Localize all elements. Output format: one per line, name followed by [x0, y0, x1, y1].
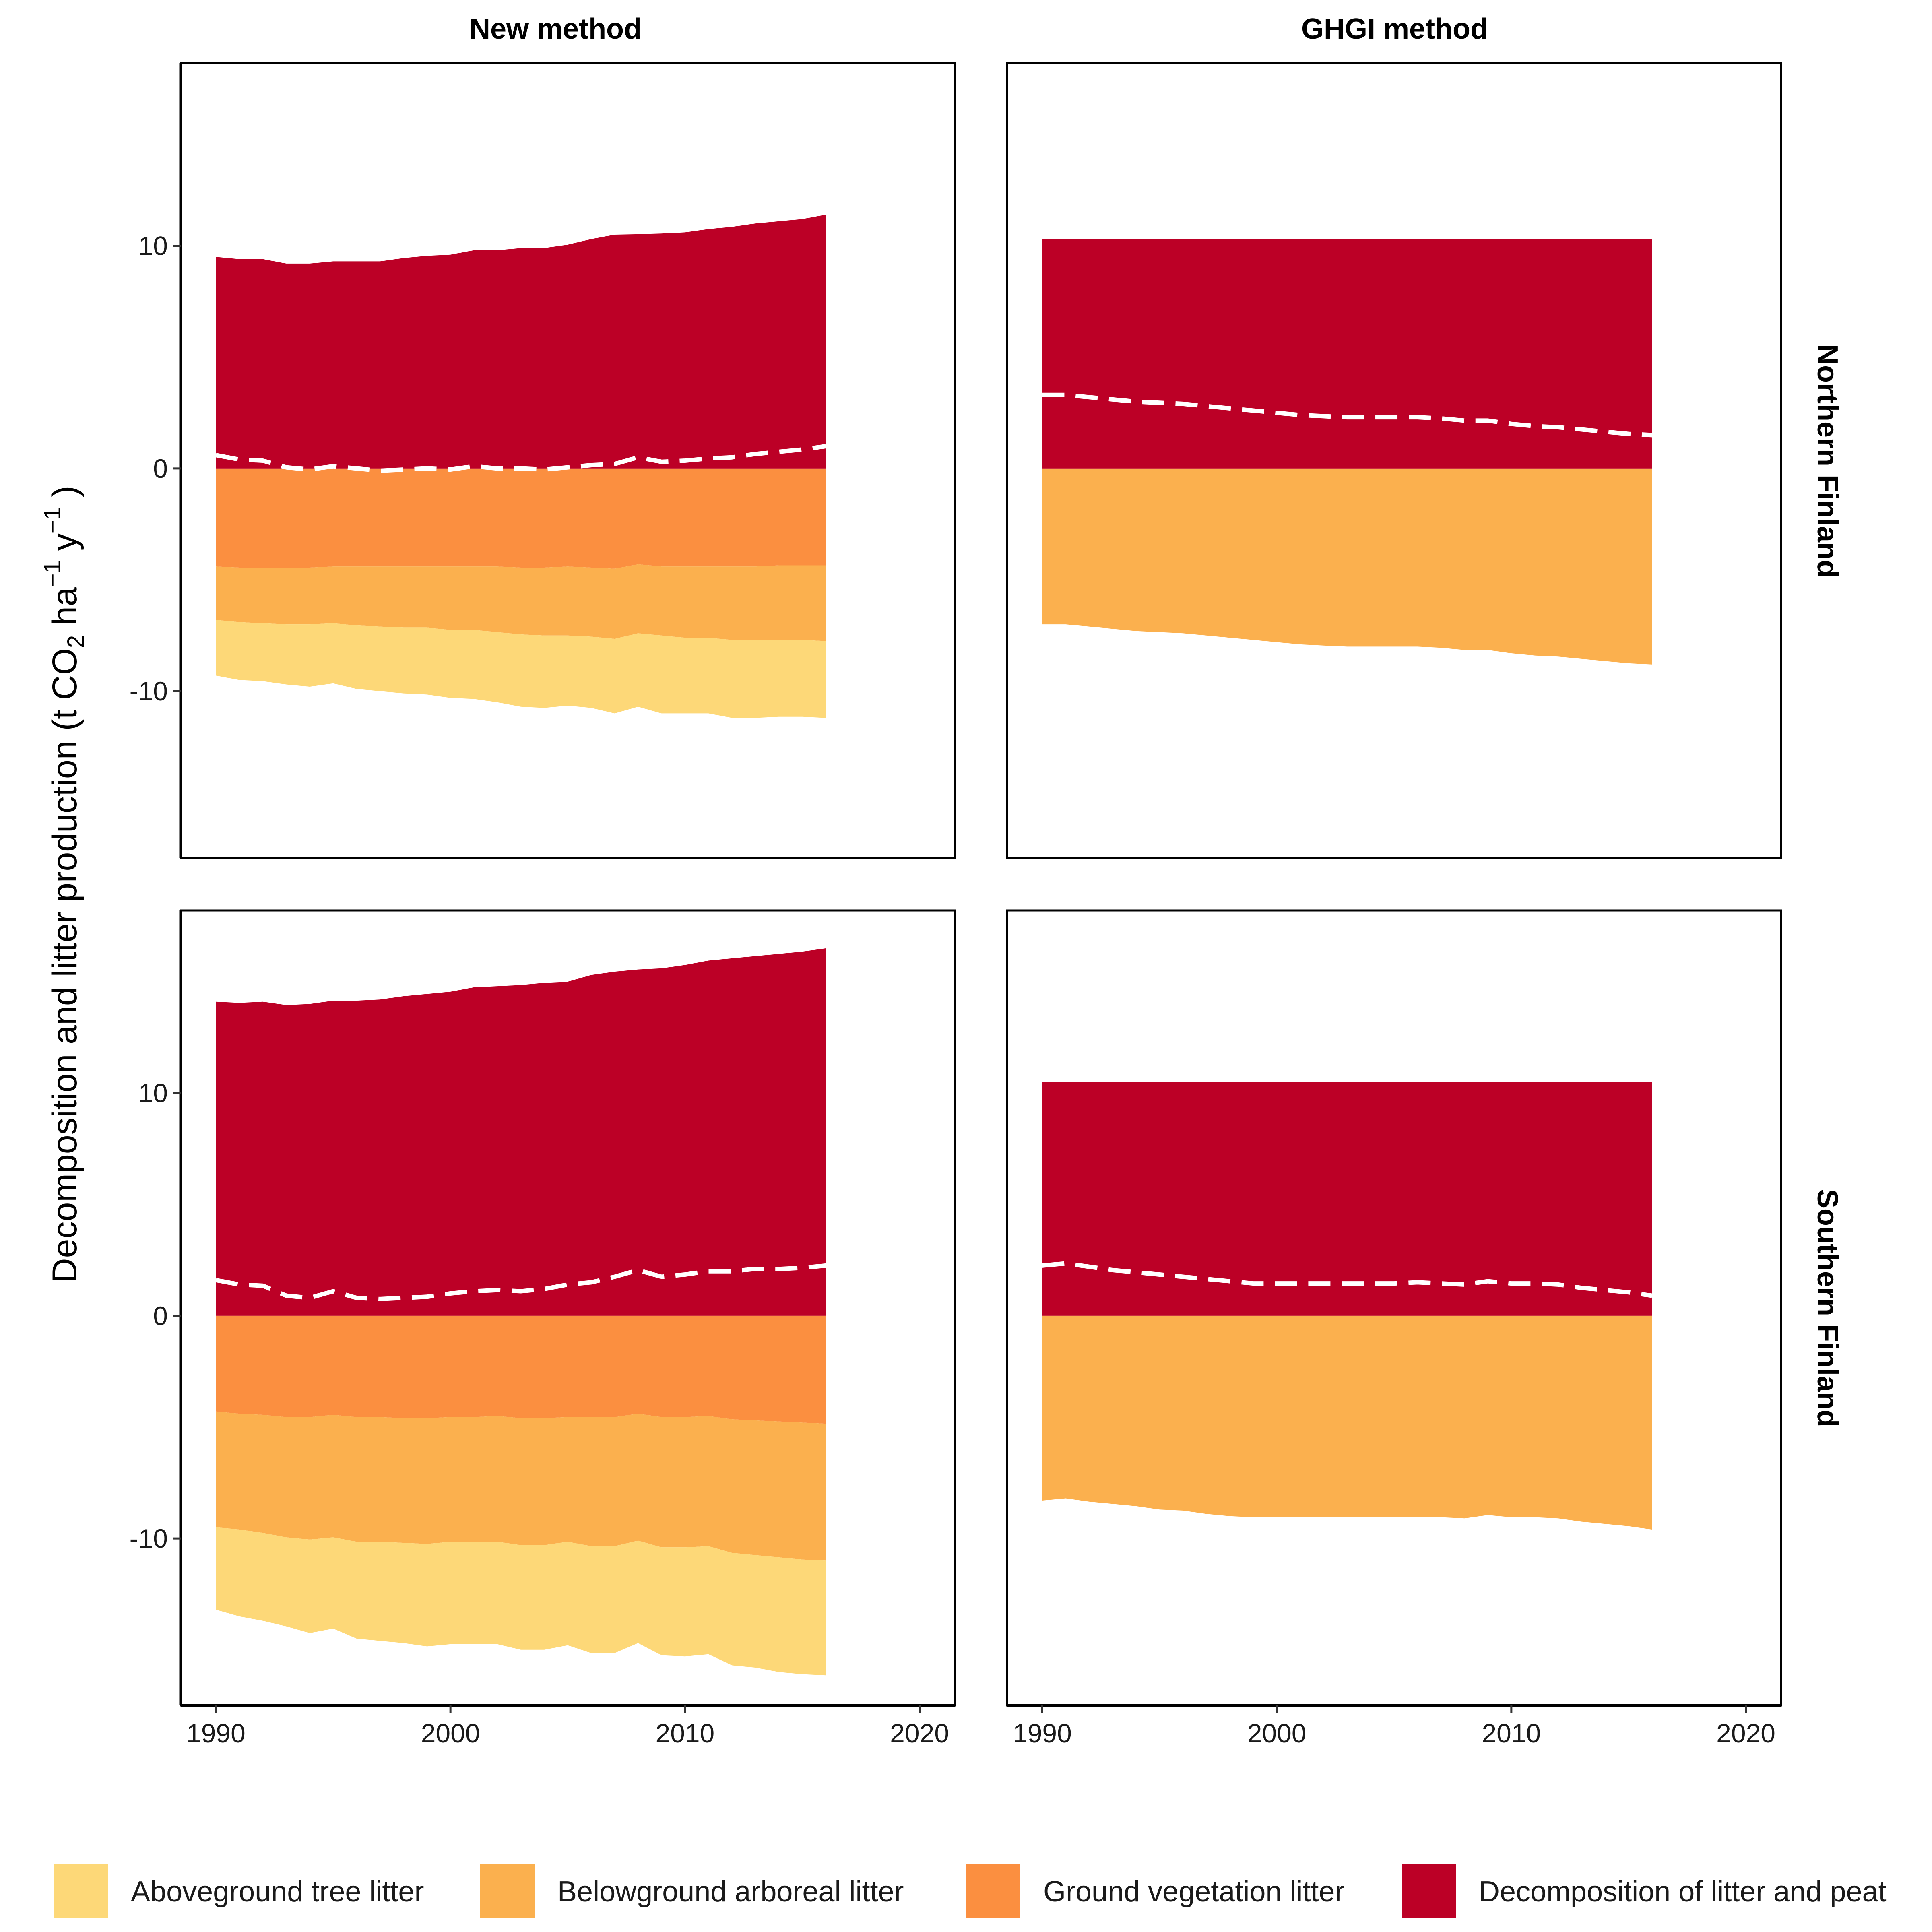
area-below-southern-finland-new-method	[216, 1411, 826, 1561]
y-tick-label-southern-finland-new-method: 0	[153, 1301, 168, 1331]
y-tick-label-northern-finland-new-method: 10	[138, 231, 168, 261]
legend-label-decomp: Decomposition of litter and peat	[1479, 1876, 1887, 1908]
y-axis-title: Decomposition and litter production (t C…	[39, 486, 89, 1283]
y-axis-title-y-exponent: −1	[39, 507, 66, 533]
legend: Aboveground tree litter Belowground arbor…	[54, 1864, 1887, 1918]
panels-layer: -10 0 10 -10 0 10 1990 2000 2010 2020 1990 2000 2010…	[130, 62, 1782, 1748]
y-axis-title-ha: ha	[45, 587, 84, 635]
y-axis-title-prefix: Decomposition and litter production (t C…	[45, 648, 84, 1283]
x-tick-label-southern-finland-new-method: 2020	[890, 1718, 949, 1748]
row-strip-northern-finland: Northern Finland	[1811, 344, 1843, 578]
panel-southern-finland-new-method: -10 0 10 1990 2000 2010 2020	[130, 909, 956, 1748]
panel-northern-finland-ghgi-method	[1006, 62, 1782, 859]
row-strip-southern-finland: Southern Finland	[1811, 1189, 1843, 1427]
column-strip-ghgi-method: GHGI method	[1301, 13, 1488, 45]
y-axis-title-ha-exponent: −1	[39, 560, 66, 587]
area-decomp-northern-finland-new-method	[216, 215, 826, 469]
y-axis-title-y: y	[45, 533, 84, 560]
area-ground-southern-finland-new-method	[216, 1315, 826, 1424]
panel-border-northern-finland-ghgi-method	[1006, 62, 1782, 859]
y-axis-title-co2-subscript: 2	[63, 635, 89, 648]
facet-strips: New method GHGI method Northern Finland …	[469, 13, 1843, 1427]
column-strip-new-method: New method	[469, 13, 642, 45]
x-tick-label-southern-finland-new-method: 2010	[655, 1718, 714, 1748]
x-tick-label-southern-finland-new-method: 2000	[421, 1718, 480, 1748]
net-balance-line-northern-finland-new-method	[215, 444, 826, 473]
panel-southern-finland-ghgi-method: 1990 2000 2010 2020	[1006, 909, 1782, 1748]
x-tick-label-southern-finland-ghgi-method: 2000	[1247, 1718, 1307, 1748]
area-above-southern-finland-new-method	[216, 1527, 826, 1676]
net-balance-line-northern-finland-ghgi-method	[1042, 392, 1652, 438]
panel-northern-finland-new-method: -10 0 10	[130, 62, 956, 859]
y-tick-label-southern-finland-new-method: 10	[138, 1078, 168, 1108]
area-below-northern-finland-new-method	[216, 564, 826, 641]
area-decomp-southern-finland-ghgi-method	[1042, 1082, 1652, 1316]
legend-label-ground: Ground vegetation litter	[1043, 1876, 1344, 1908]
x-tick-label-southern-finland-ghgi-method: 2010	[1482, 1718, 1541, 1748]
y-tick-label-northern-finland-new-method: 0	[153, 454, 168, 483]
legend-swatch-decomp	[1402, 1864, 1456, 1918]
y-axis-title-suffix: )	[45, 486, 84, 507]
area-above-northern-finland-new-method	[216, 620, 826, 718]
legend-swatch-ground	[966, 1864, 1020, 1918]
x-tick-label-southern-finland-new-method: 1990	[186, 1718, 246, 1748]
net-balance-line-southern-finland-new-method	[215, 1263, 826, 1301]
y-tick-label-northern-finland-new-method: -10	[130, 676, 168, 706]
legend-swatch-below	[480, 1864, 535, 1918]
area-ground-northern-finland-new-method	[216, 468, 826, 569]
y-tick-label-southern-finland-new-method: -10	[130, 1523, 168, 1553]
area-below-northern-finland-ghgi-method	[1042, 468, 1652, 665]
legend-swatch-above	[54, 1864, 108, 1918]
legend-label-above: Aboveground tree litter	[131, 1876, 424, 1908]
net-balance-line-southern-finland-ghgi-method	[1042, 1261, 1653, 1298]
legend-label-below: Belowground arboreal litter	[557, 1876, 904, 1908]
area-decomp-northern-finland-ghgi-method	[1042, 239, 1652, 469]
area-below-southern-finland-ghgi-method	[1042, 1315, 1652, 1530]
x-tick-label-southern-finland-ghgi-method: 2020	[1716, 1718, 1775, 1748]
x-tick-label-southern-finland-ghgi-method: 1990	[1013, 1718, 1072, 1748]
area-decomp-southern-finland-new-method	[216, 948, 826, 1316]
